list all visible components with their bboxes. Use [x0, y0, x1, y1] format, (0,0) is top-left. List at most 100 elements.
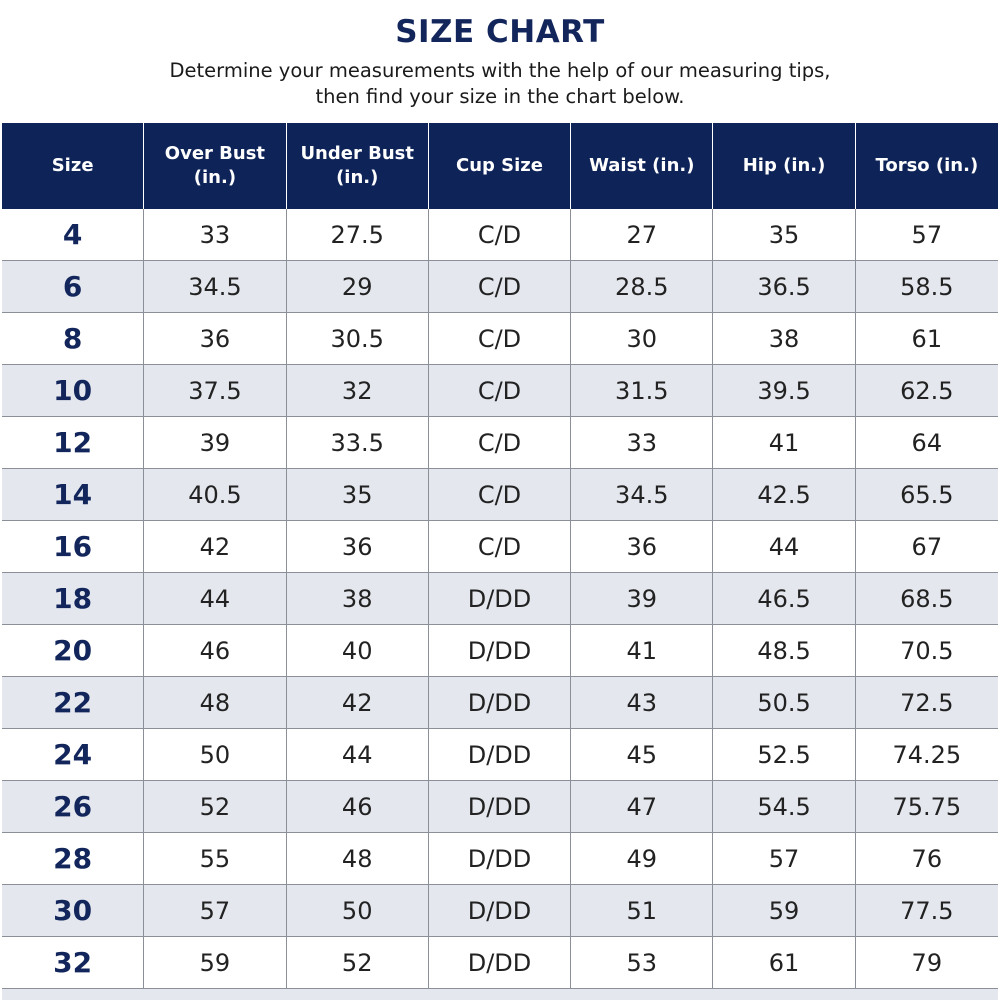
table-cell: 27	[571, 209, 714, 260]
header-cell: Waist (in.)	[571, 123, 714, 209]
table-cell: 43	[571, 677, 714, 728]
table-cell: D/DD	[429, 573, 572, 624]
table-cell: 36	[287, 521, 429, 572]
table-cell: D/DD	[429, 729, 572, 780]
table-cell: 50	[287, 885, 429, 936]
size-cell: 16	[2, 521, 145, 572]
table-cell: 46.5	[713, 573, 856, 624]
header-text: Cup Size	[455, 155, 543, 176]
table-row: 16 42 36 C/D 36 44 67	[2, 521, 998, 573]
table-cell: 48	[144, 677, 287, 728]
size-cell: 24	[2, 729, 145, 780]
table-cell: 38	[287, 573, 429, 624]
header-cell: Torso (in.)	[856, 123, 998, 209]
table-row: 4 33 27.5 C/D 27 35 57	[2, 209, 998, 261]
table-cell: 42.5	[713, 469, 856, 520]
table-cell: C/D	[429, 521, 572, 572]
table-cell: 45	[571, 729, 714, 780]
size-cell: 4	[2, 209, 145, 260]
table-cell: 59	[713, 885, 856, 936]
size-cell: 10	[2, 365, 145, 416]
table-continuation	[2, 989, 998, 1000]
table-cell: 61	[911, 324, 943, 353]
header-text: Size	[51, 155, 94, 176]
table-cell: 62.5	[900, 376, 954, 405]
table-row: 22 48 42 D/DD 43 50.5 72.5	[2, 677, 998, 729]
table-cell: 44	[144, 573, 287, 624]
size-table: Size Over Bust (in.) Under Bust (in.) Cup Siz…	[2, 123, 998, 989]
table-cell: 54.5	[713, 781, 856, 832]
table-cell: 72.5	[900, 688, 954, 717]
table-cell: 42	[144, 521, 287, 572]
table-cell: 32	[287, 365, 429, 416]
table-cell: 28.5	[571, 261, 714, 312]
table-cell: 55	[144, 833, 287, 884]
header-text: (in.)	[193, 167, 237, 188]
header-text: Hip (in.)	[742, 155, 826, 176]
table-cell: 57	[911, 220, 943, 249]
subtitle-line: Determine your measurements with the hel…	[169, 59, 831, 82]
table-cell: 34.5	[571, 469, 714, 520]
table-cell: 39.5	[713, 365, 856, 416]
size-cell: 14	[2, 469, 145, 520]
table-cell: 40.5	[144, 469, 287, 520]
table-cell: 58.5	[900, 272, 954, 301]
table-cell: D/DD	[429, 937, 572, 988]
table-cell: 33	[144, 209, 287, 260]
header-text: Waist (in.)	[589, 155, 695, 176]
table-cell: 35	[713, 209, 856, 260]
table-cell: 52	[144, 781, 287, 832]
table-cell: 44	[287, 729, 429, 780]
table-cell: C/D	[429, 209, 572, 260]
table-cell: 49	[571, 833, 714, 884]
table-cell: C/D	[429, 469, 572, 520]
table-cell: 39	[144, 417, 287, 468]
table-cell: 68.5	[900, 584, 954, 613]
table-row: 14 40.5 35 C/D 34.5 42.5 65.5	[2, 469, 998, 521]
table-cell: 46	[287, 781, 429, 832]
table-row: 28 55 48 D/DD 49 57 76	[2, 833, 998, 885]
table-cell: 59	[144, 937, 287, 988]
table-cell: 46	[144, 625, 287, 676]
size-cell: 6	[2, 261, 145, 312]
table-cell: 34.5	[144, 261, 287, 312]
table-cell: 33.5	[287, 417, 429, 468]
header-cell: Under Bust (in.)	[287, 123, 429, 209]
table-cell: 53	[571, 937, 714, 988]
table-cell: 67	[911, 532, 943, 561]
header-text: Torso (in.)	[875, 155, 979, 176]
table-cell: D/DD	[429, 677, 572, 728]
table-cell: 41	[713, 417, 856, 468]
header-cell: Cup Size	[429, 123, 572, 209]
table-cell: 57	[144, 885, 287, 936]
header-cell: Hip (in.)	[713, 123, 856, 209]
table-cell: C/D	[429, 365, 572, 416]
table-cell: 70.5	[900, 636, 954, 665]
table-row: 6 34.5 29 C/D 28.5 36.5 58.5	[2, 261, 998, 313]
table-row: 20 46 40 D/DD 41 48.5 70.5	[2, 625, 998, 677]
table-cell: 61	[713, 937, 856, 988]
table-cell: 39	[571, 573, 714, 624]
size-cell: 32	[2, 937, 145, 988]
table-row: 12 39 33.5 C/D 33 41 64	[2, 417, 998, 469]
table-row: 24 50 44 D/DD 45 52.5 74.25	[2, 729, 998, 781]
header-text: (in.)	[336, 167, 379, 188]
subtitle-line: then find your size in the chart below.	[315, 85, 685, 108]
table-cell: 37.5	[144, 365, 287, 416]
table-cell: 35	[287, 469, 429, 520]
table-cell: 77.5	[900, 896, 954, 925]
table-row: 26 52 46 D/DD 47 54.5 75.75	[2, 781, 998, 833]
table-cell: 52	[287, 937, 429, 988]
table-cell: 40	[287, 625, 429, 676]
table-cell: 27.5	[287, 209, 429, 260]
size-cell: 20	[2, 625, 145, 676]
table-cell: 29	[287, 261, 429, 312]
table-cell: 52.5	[713, 729, 856, 780]
table-cell: C/D	[429, 313, 572, 364]
table-cell: 38	[713, 313, 856, 364]
table-cell: 50.5	[713, 677, 856, 728]
table-cell: 48	[287, 833, 429, 884]
subtitle: Determine your measurements with the hel…	[0, 58, 1000, 110]
table-cell: D/DD	[429, 781, 572, 832]
